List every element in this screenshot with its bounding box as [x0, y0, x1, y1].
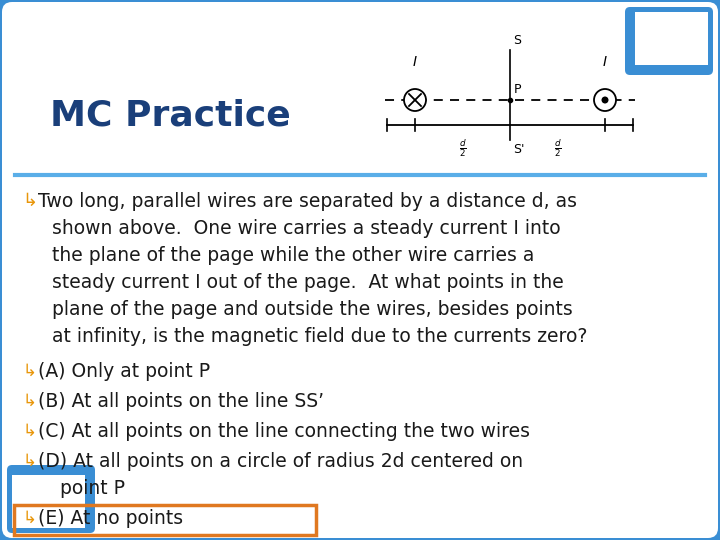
Text: (D) At all points on a circle of radius 2d centered on: (D) At all points on a circle of radius … [38, 452, 523, 471]
Text: (C) At all points on the line connecting the two wires: (C) At all points on the line connecting… [38, 422, 530, 441]
Text: steady current I out of the page.  At what points in the: steady current I out of the page. At wha… [52, 273, 564, 292]
Text: MC Practice: MC Practice [50, 98, 291, 132]
Text: ↳: ↳ [22, 392, 36, 410]
Text: $\frac{d}{2}$: $\frac{d}{2}$ [459, 138, 467, 159]
Bar [635, 12, 708, 65]
FancyBboxPatch shape [625, 7, 713, 75]
Text: ↳: ↳ [22, 452, 36, 470]
Text: ↳: ↳ [22, 509, 36, 527]
Text: plane of the page and outside the wires, besides points: plane of the page and outside the wires,… [52, 300, 572, 319]
Text: S: S [513, 34, 521, 47]
Bar [12, 475, 85, 528]
Circle shape [601, 97, 608, 104]
Text: $\frac{d}{2}$: $\frac{d}{2}$ [554, 138, 562, 159]
Text: ↳: ↳ [22, 362, 36, 380]
Text: the plane of the page while the other wire carries a: the plane of the page while the other wi… [52, 246, 534, 265]
Text: point P: point P [60, 479, 125, 498]
Text: I: I [413, 55, 417, 69]
Text: (A) Only at point P: (A) Only at point P [38, 362, 210, 381]
Circle shape [404, 89, 426, 111]
Text: at infinity, is the magnetic field due to the currents zero?: at infinity, is the magnetic field due t… [52, 327, 588, 346]
Text: ↳: ↳ [22, 422, 36, 440]
Text: P: P [514, 83, 521, 96]
Text: Two long, parallel wires are separated by a distance d, as: Two long, parallel wires are separated b… [38, 192, 577, 211]
Text: S': S' [513, 143, 524, 156]
Circle shape [594, 89, 616, 111]
Text: ↳: ↳ [22, 192, 37, 210]
Text: shown above.  One wire carries a steady current I into: shown above. One wire carries a steady c… [52, 219, 561, 238]
FancyBboxPatch shape [7, 465, 95, 533]
Text: I: I [603, 55, 607, 69]
Text: (B) At all points on the line SS’: (B) At all points on the line SS’ [38, 392, 324, 411]
Text: (E) At no points: (E) At no points [38, 509, 183, 528]
